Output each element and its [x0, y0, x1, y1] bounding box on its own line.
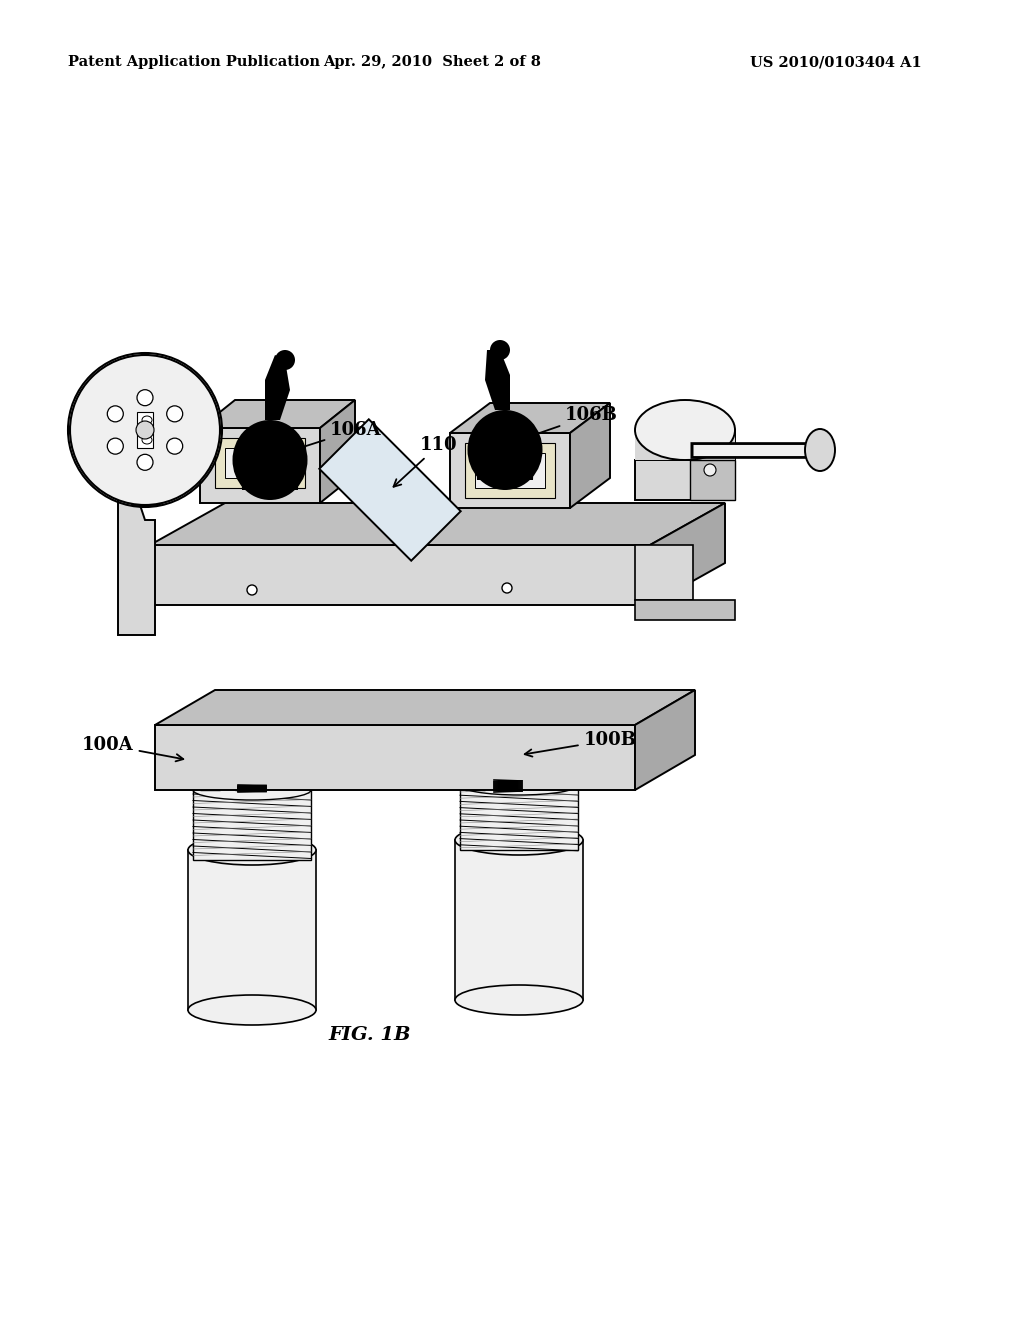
- Ellipse shape: [460, 775, 578, 795]
- Polygon shape: [635, 601, 735, 620]
- Polygon shape: [485, 350, 510, 411]
- Polygon shape: [215, 438, 305, 488]
- Polygon shape: [150, 545, 650, 605]
- Polygon shape: [188, 850, 316, 1010]
- Text: 106B: 106B: [510, 407, 617, 445]
- Polygon shape: [635, 430, 735, 500]
- Polygon shape: [450, 403, 610, 433]
- Polygon shape: [137, 412, 153, 447]
- Ellipse shape: [108, 438, 123, 454]
- Circle shape: [705, 465, 716, 477]
- Ellipse shape: [490, 341, 510, 360]
- Ellipse shape: [232, 420, 307, 500]
- Polygon shape: [115, 430, 165, 490]
- Polygon shape: [635, 690, 695, 789]
- Polygon shape: [319, 400, 355, 503]
- Ellipse shape: [275, 350, 295, 370]
- Polygon shape: [450, 433, 570, 508]
- Polygon shape: [200, 400, 355, 428]
- Ellipse shape: [70, 355, 220, 506]
- Polygon shape: [465, 444, 555, 498]
- Text: 110: 110: [393, 436, 458, 487]
- Polygon shape: [475, 430, 535, 480]
- Polygon shape: [150, 503, 725, 545]
- Polygon shape: [155, 690, 695, 725]
- Polygon shape: [635, 545, 693, 601]
- Polygon shape: [130, 465, 160, 506]
- Text: 100A: 100A: [82, 737, 183, 762]
- Polygon shape: [200, 428, 319, 503]
- Ellipse shape: [136, 421, 154, 440]
- Polygon shape: [193, 789, 311, 861]
- Ellipse shape: [455, 985, 583, 1015]
- Ellipse shape: [137, 389, 153, 405]
- Ellipse shape: [188, 995, 316, 1026]
- Text: FIG. 1B: FIG. 1B: [329, 1026, 412, 1044]
- Ellipse shape: [137, 454, 153, 470]
- Ellipse shape: [167, 405, 182, 422]
- Polygon shape: [240, 440, 300, 490]
- Polygon shape: [475, 453, 545, 488]
- Polygon shape: [455, 840, 583, 1001]
- Polygon shape: [118, 490, 155, 635]
- Ellipse shape: [142, 416, 152, 424]
- Text: Patent Application Publication: Patent Application Publication: [68, 55, 319, 69]
- Polygon shape: [650, 503, 725, 605]
- Polygon shape: [155, 725, 635, 789]
- Circle shape: [502, 583, 512, 593]
- Ellipse shape: [108, 405, 123, 422]
- Ellipse shape: [188, 836, 316, 865]
- Ellipse shape: [805, 429, 835, 471]
- Polygon shape: [690, 459, 735, 500]
- Circle shape: [247, 585, 257, 595]
- Polygon shape: [460, 785, 578, 850]
- Ellipse shape: [635, 400, 735, 459]
- Ellipse shape: [193, 780, 311, 800]
- Polygon shape: [265, 355, 290, 420]
- Bar: [319, 420, 461, 561]
- Polygon shape: [635, 430, 735, 459]
- Text: US 2010/0103404 A1: US 2010/0103404 A1: [750, 55, 922, 69]
- Ellipse shape: [468, 411, 543, 490]
- Text: 100B: 100B: [524, 731, 637, 756]
- Text: 106A: 106A: [283, 421, 382, 455]
- Ellipse shape: [167, 438, 182, 454]
- Ellipse shape: [455, 825, 583, 855]
- Polygon shape: [225, 447, 295, 478]
- Text: Apr. 29, 2010  Sheet 2 of 8: Apr. 29, 2010 Sheet 2 of 8: [323, 55, 541, 69]
- Polygon shape: [570, 403, 610, 508]
- Ellipse shape: [142, 436, 152, 444]
